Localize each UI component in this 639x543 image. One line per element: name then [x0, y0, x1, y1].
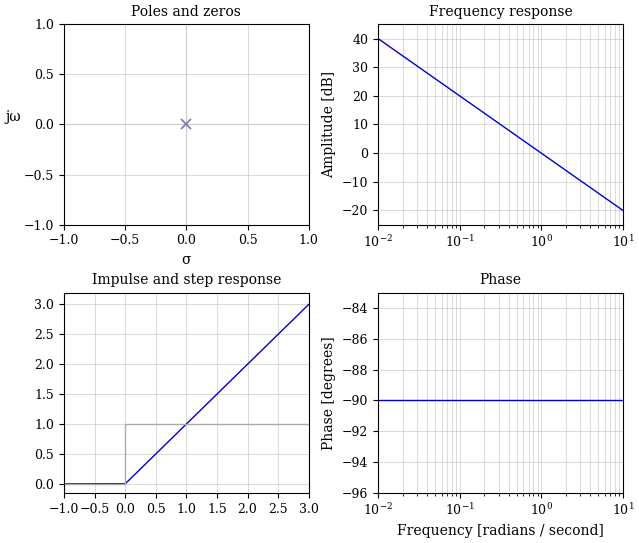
- Y-axis label: Phase [degrees]: Phase [degrees]: [322, 336, 336, 450]
- Y-axis label: jω: jω: [5, 110, 20, 124]
- Y-axis label: Amplitude [dB]: Amplitude [dB]: [322, 71, 336, 178]
- X-axis label: Frequency [radians / second]: Frequency [radians / second]: [397, 524, 604, 538]
- X-axis label: σ: σ: [181, 253, 191, 267]
- Title: Poles and zeros: Poles and zeros: [132, 5, 242, 19]
- Title: Phase: Phase: [479, 273, 521, 287]
- Title: Impulse and step response: Impulse and step response: [91, 273, 281, 287]
- Title: Frequency response: Frequency response: [429, 5, 573, 19]
